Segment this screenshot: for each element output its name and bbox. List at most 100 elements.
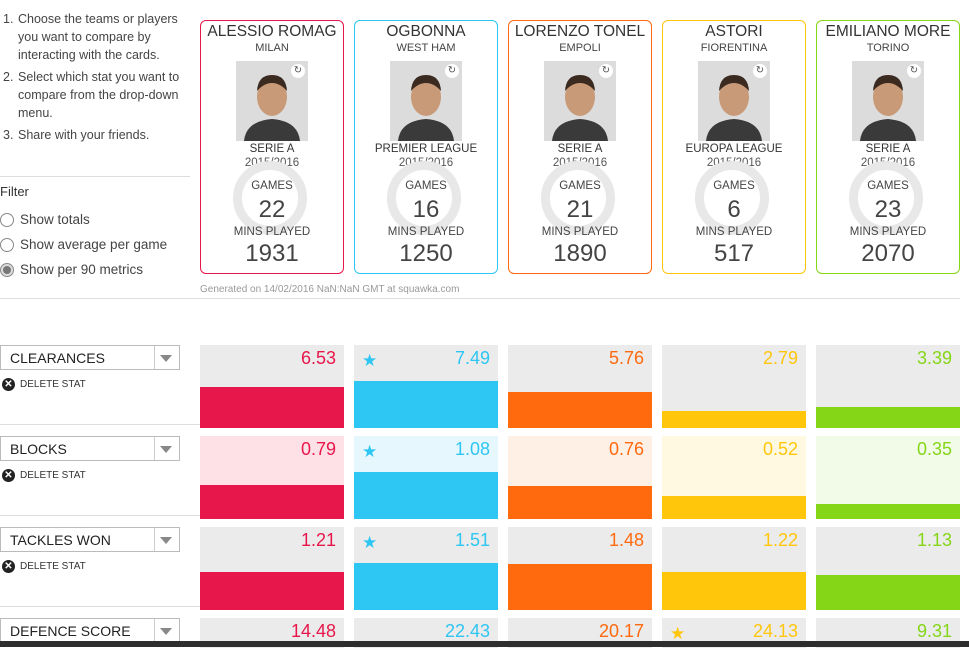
stat-bar <box>508 392 652 428</box>
delete-stat-label: DELETE STAT <box>20 379 86 390</box>
games-ring-decoration <box>695 161 769 235</box>
stat-select-label: TACKLES WON <box>10 532 111 548</box>
league-name: EUROPA LEAGUE <box>685 143 783 155</box>
games-ring-decoration <box>387 161 461 235</box>
stat-bar <box>200 485 344 519</box>
chevron-down-icon <box>160 537 172 544</box>
stat-select-label: CLEARANCES <box>10 350 105 366</box>
stat-value: 1.48 <box>608 530 644 550</box>
games-label: GAMES <box>251 180 293 192</box>
player-club: FIORENTINA <box>700 42 768 54</box>
stat-cell: 3.39 <box>816 345 960 428</box>
stat-bar <box>508 486 652 519</box>
close-icon: ✕ <box>2 560 15 573</box>
instruction-text: Share with your friends. <box>18 128 150 142</box>
dropdown-button[interactable] <box>154 346 179 369</box>
squawka-logo-icon: ↻ <box>291 64 305 78</box>
stat-select[interactable]: BLOCKS <box>0 436 180 461</box>
radio-show-totals[interactable]: Show totals <box>0 212 90 227</box>
chevron-down-icon <box>160 628 172 635</box>
star-icon: ★ <box>362 442 378 461</box>
stat-bar <box>200 387 344 428</box>
stat-cell: 2.79 <box>662 345 806 428</box>
player-club: MILAN <box>255 42 289 54</box>
delete-stat-button[interactable]: ✕ DELETE STAT <box>2 469 86 482</box>
stat-bar <box>816 504 960 519</box>
stat-cell: 1.48 <box>508 527 652 610</box>
stat-value: 1.13 <box>916 530 952 550</box>
instruction-number: 3. <box>3 128 14 142</box>
star-icon: ★ <box>362 351 378 370</box>
radio-show-average[interactable]: Show average per game <box>0 237 167 252</box>
instruction-text: Select which stat you want to compare fr… <box>18 70 180 120</box>
player-card[interactable]: ALESSIO ROMAG MILAN ↻ SERIE A 2015/2016 … <box>200 20 344 274</box>
stat-cell: 1.13 <box>816 527 960 610</box>
delete-stat-label: DELETE STAT <box>20 470 86 481</box>
delete-stat-button[interactable]: ✕ DELETE STAT <box>2 378 86 391</box>
radio-label: Show average per game <box>20 237 168 252</box>
stat-bar <box>662 496 806 519</box>
divider <box>0 606 208 607</box>
stat-value: 1.08 <box>454 439 490 459</box>
star-icon: ★ <box>362 533 378 552</box>
generated-note: Generated on 14/02/2016 NaN:NaN GMT at s… <box>200 284 460 295</box>
player-card[interactable]: ASTORI FIORENTINA ↻ EUROPA LEAGUE 2015/2… <box>662 20 806 274</box>
radio-button[interactable] <box>0 237 14 252</box>
mins-played-value: 517 <box>713 240 755 267</box>
instruction-number: 1. <box>3 12 14 26</box>
instruction-number: 2. <box>3 70 14 84</box>
stat-bar <box>662 572 806 610</box>
stat-bar <box>354 381 498 428</box>
league-name: SERIE A <box>249 143 295 155</box>
stat-cell: 0.52 <box>662 436 806 519</box>
instructions-list: 1. Choose the teams or players you want t… <box>0 10 192 148</box>
player-photo: ↻ <box>236 61 308 141</box>
instruction-item: 3. Share with your friends. <box>0 126 192 144</box>
stat-cell: 0.79 <box>200 436 344 519</box>
stat-cell: 0.35 <box>816 436 960 519</box>
stat-select[interactable]: DEFENCE SCORE <box>0 618 180 643</box>
close-icon: ✕ <box>2 378 15 391</box>
mins-played-label: MINS PLAYED <box>695 226 773 238</box>
dropdown-button[interactable] <box>154 528 179 551</box>
radio-label: Show totals <box>20 212 90 227</box>
player-photo: ↻ <box>852 61 924 141</box>
stat-value: 5.76 <box>608 348 644 368</box>
games-ring-decoration <box>233 161 307 235</box>
stat-value: 2.79 <box>762 348 798 368</box>
close-icon: ✕ <box>2 469 15 482</box>
squawka-logo-icon: ↻ <box>753 64 767 78</box>
league-name: PREMIER LEAGUE <box>374 143 478 155</box>
league-name: SERIE A <box>865 143 911 155</box>
stat-value: 20.17 <box>598 621 644 641</box>
radio-button[interactable] <box>0 212 14 227</box>
stat-cell: 1.21 <box>200 527 344 610</box>
games-label: GAMES <box>713 180 755 192</box>
divider <box>0 515 208 516</box>
stat-cell: ★ 7.49 <box>354 345 498 428</box>
games-value: 6 <box>727 196 741 223</box>
instruction-item: 1. Choose the teams or players you want t… <box>0 10 192 64</box>
player-card[interactable]: EMILIANO MORE TORINO ↻ SERIE A 2015/2016… <box>816 20 960 274</box>
stat-value: 0.76 <box>608 439 644 459</box>
radio-button[interactable] <box>0 262 14 277</box>
stat-select[interactable]: CLEARANCES <box>0 345 180 370</box>
stat-bar <box>508 564 652 610</box>
player-card[interactable]: OGBONNA WEST HAM ↻ PREMIER LEAGUE 2015/2… <box>354 20 498 274</box>
player-name: ALESSIO ROMAG <box>207 23 337 40</box>
stat-select[interactable]: TACKLES WON <box>0 527 180 552</box>
chevron-down-icon <box>160 355 172 362</box>
mins-played-value: 1931 <box>245 240 299 267</box>
dropdown-button[interactable] <box>154 437 179 460</box>
radio-show-per90[interactable]: Show per 90 metrics <box>0 262 143 277</box>
stat-select-label: DEFENCE SCORE <box>10 623 131 639</box>
mins-played-value: 1890 <box>553 240 607 267</box>
stat-bar <box>354 472 498 519</box>
player-card[interactable]: LORENZO TONEL EMPOLI ↻ SERIE A 2015/2016… <box>508 20 652 274</box>
stat-cell: ★ 1.51 <box>354 527 498 610</box>
delete-stat-button[interactable]: ✕ DELETE STAT <box>2 560 86 573</box>
dropdown-button[interactable] <box>154 619 179 642</box>
stat-bar <box>354 563 498 610</box>
stat-value: 1.22 <box>762 530 798 550</box>
player-name: OGBONNA <box>386 23 466 40</box>
